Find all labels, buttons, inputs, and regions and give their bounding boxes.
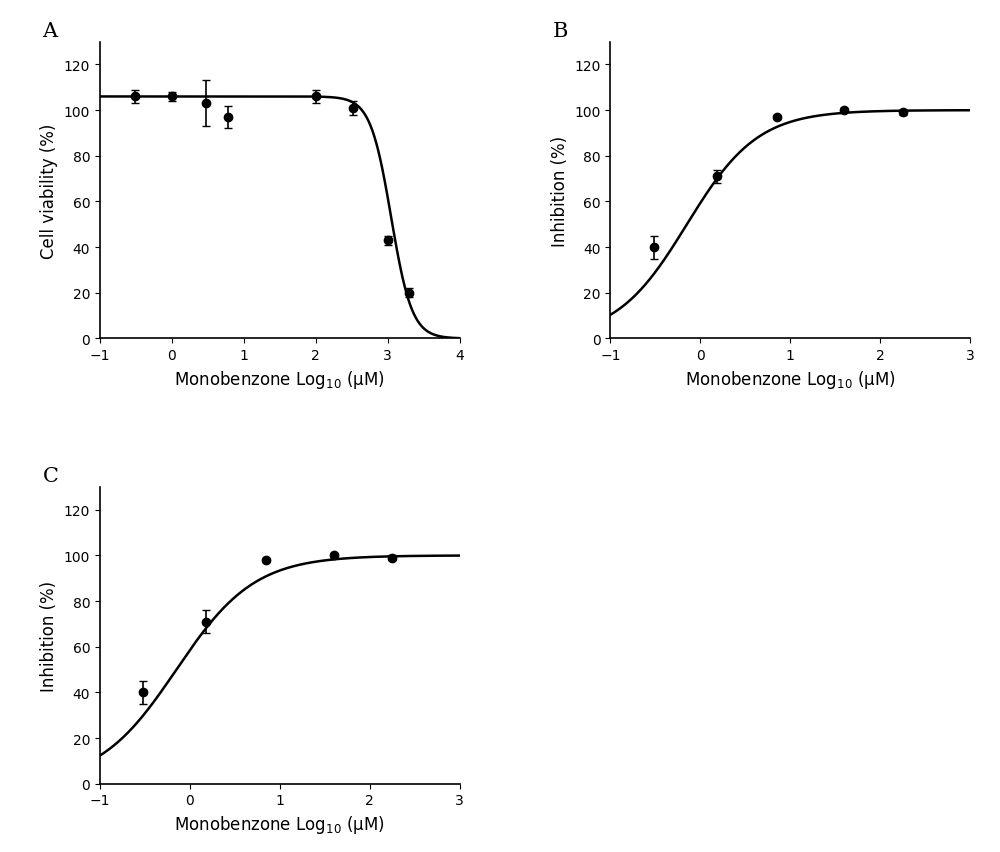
X-axis label: Monobenzone Log$_{10}$ (μM): Monobenzone Log$_{10}$ (μM) (174, 813, 385, 835)
X-axis label: Monobenzone Log$_{10}$ (μM): Monobenzone Log$_{10}$ (μM) (174, 368, 385, 390)
Y-axis label: Inhibition (%): Inhibition (%) (551, 135, 569, 246)
Text: A: A (42, 22, 58, 41)
Y-axis label: Inhibition (%): Inhibition (%) (40, 580, 58, 691)
Y-axis label: Cell viability (%): Cell viability (%) (40, 124, 58, 258)
Text: B: B (553, 22, 568, 41)
Text: C: C (42, 467, 58, 486)
X-axis label: Monobenzone Log$_{10}$ (μM): Monobenzone Log$_{10}$ (μM) (685, 368, 896, 390)
